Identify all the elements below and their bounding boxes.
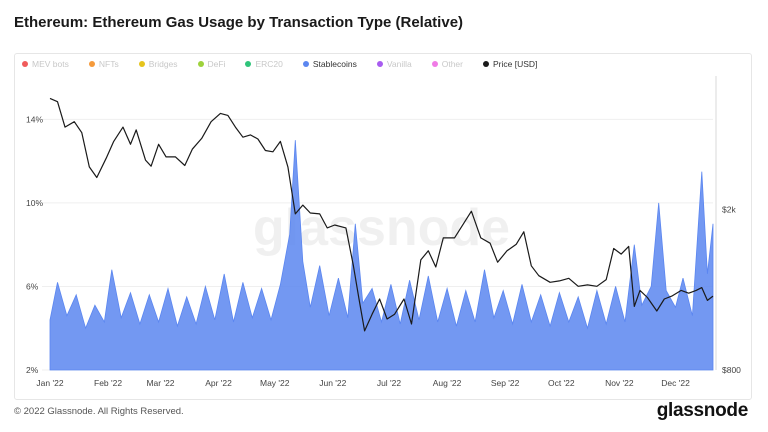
x-tick-label: Jan '22 [36,378,63,388]
legend-dot-icon [376,61,383,67]
legend-label: Price [USD] [493,59,538,69]
legend-item-price-usd[interactable]: Price [USD] [483,58,537,70]
legend-item-bridges[interactable]: Bridges [138,58,178,70]
legend-label: NFTs [98,59,119,69]
legend-dot-icon [431,61,438,67]
legend-item-other[interactable]: Other [431,58,463,70]
x-tick-label: Oct '22 [548,378,575,388]
legend-label: Vanilla [386,59,412,69]
legend-label: Other [441,59,463,69]
legend-dot-icon [302,61,309,67]
y-left-tick-label: 2% [26,365,39,375]
legend-label: Stablecoins [312,59,357,69]
x-tick-label: Feb '22 [94,378,122,388]
x-tick-label: Sep '22 [491,378,520,388]
price-line [49,97,714,332]
legend-item-defi[interactable]: DeFi [197,58,226,70]
y-left-tick-label: 14% [26,114,43,124]
legend-dot-icon [197,61,204,67]
legend-dot-icon [138,61,145,67]
legend-label: DeFi [207,59,226,69]
copyright-footer: © 2022 Glassnode. All Rights Reserved. [14,406,184,417]
legend-label: Bridges [148,59,178,69]
legend-label: MEV bots [32,59,69,69]
y-right-tick-label: $800 [722,365,741,375]
page-title: Ethereum: Ethereum Gas Usage by Transact… [14,14,464,31]
x-tick-label: Dec '22 [661,378,690,388]
x-tick-label: Aug '22 [433,378,462,388]
legend-dot-icon [483,61,489,67]
legend-item-erc20[interactable]: ERC20 [245,58,283,70]
legend-item-nfts[interactable]: NFTs [88,58,119,70]
legend-dot-icon [88,61,95,67]
legend-item-stablecoins[interactable]: Stablecoins [302,58,357,70]
y-left-tick-label: 10% [26,198,43,208]
x-tick-label: May '22 [260,378,290,388]
legend-dot-icon [245,61,252,67]
x-tick-label: Apr '22 [205,378,232,388]
y-right-tick-label: $2k [722,204,736,214]
x-tick-label: Nov '22 [605,378,634,388]
x-tick-label: Jun '22 [319,378,346,388]
brand-logo[interactable]: glassnode [656,400,749,421]
chart-legend: MEV bots NFTs Bridges DeFi ERC20 Stablecoins V… [22,58,557,70]
x-tick-label: Mar '22 [146,378,174,388]
legend-item-vanilla[interactable]: Vanilla [376,58,412,70]
stablecoins-area [49,140,714,371]
y-left-tick-label: 6% [26,281,39,291]
legend-label: ERC20 [255,59,283,69]
x-tick-label: Jul '22 [377,378,402,388]
legend-dot-icon [22,61,28,67]
legend-item-mev-bots[interactable]: MEV bots [22,58,69,70]
